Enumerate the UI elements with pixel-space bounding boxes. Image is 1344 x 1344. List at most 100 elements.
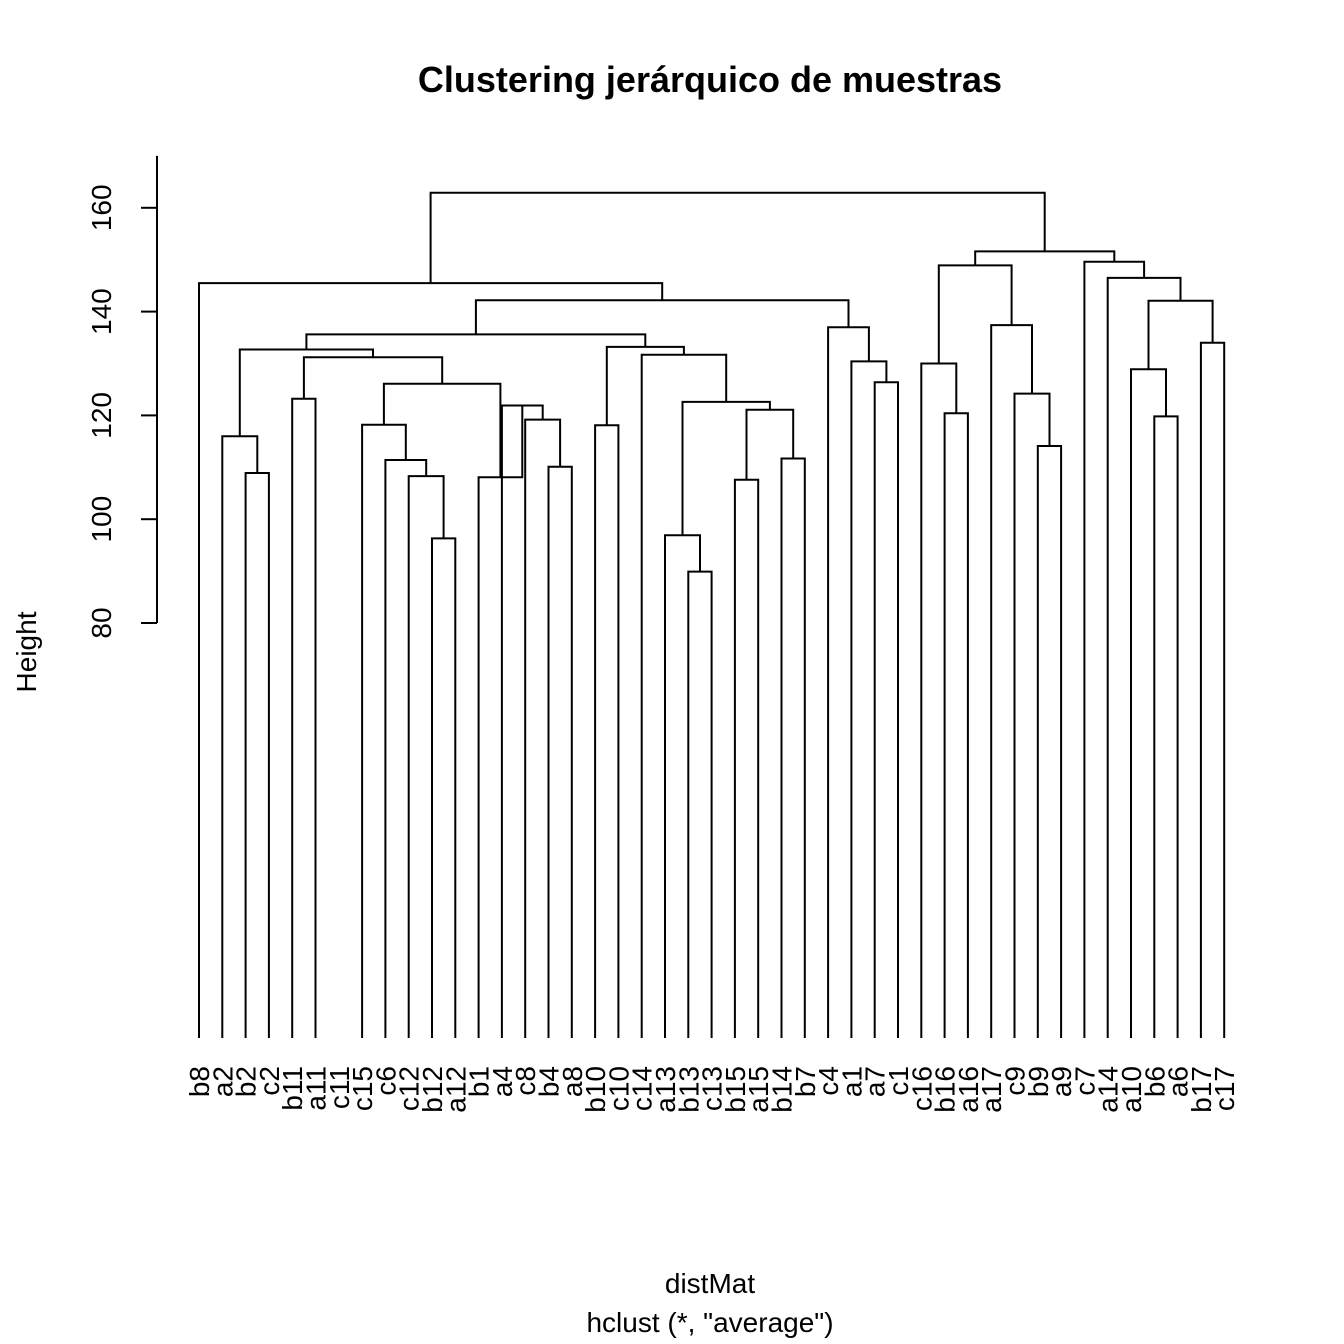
- leaf-label: a2: [207, 1066, 238, 1097]
- dendrogram-link: [1083, 260, 1146, 1038]
- leaf-label: c16: [906, 1066, 937, 1111]
- dendrogram-link: [1106, 276, 1182, 1038]
- leaf-label: a9: [1046, 1066, 1077, 1097]
- leaf-label: c10: [603, 1066, 634, 1111]
- leaf-label: b17: [1186, 1066, 1217, 1113]
- dendrogram-link: [305, 333, 647, 350]
- leaf-label: a14: [1093, 1066, 1124, 1113]
- leaf-label: a13: [650, 1066, 681, 1113]
- dendrogram-link: [1147, 299, 1214, 370]
- leaf-label: a11: [301, 1066, 332, 1111]
- leaf-label: a17: [976, 1066, 1007, 1113]
- leaf-label: b4: [534, 1066, 565, 1097]
- dendrogram-link: [780, 457, 806, 1038]
- dendrogram-link: [547, 465, 573, 1038]
- dendrogram-link: [244, 472, 270, 1038]
- leaf-label: a12: [440, 1066, 471, 1113]
- leaf-label: b15: [720, 1066, 751, 1113]
- leaf-label: c12: [394, 1066, 425, 1111]
- dendrogram-link: [477, 405, 524, 1038]
- y-axis-label: Height: [11, 611, 42, 692]
- dendrogram-link: [745, 408, 795, 480]
- dendrogram-link: [640, 353, 728, 1038]
- dendrogram-link: [873, 381, 899, 1038]
- dendrogram-link: [1013, 392, 1051, 1038]
- leaf-label: c14: [627, 1066, 658, 1111]
- dendrogram-link: [990, 324, 1033, 1038]
- dendrogram-link: [827, 326, 870, 1038]
- dendrogram-link: [943, 412, 969, 1038]
- leaf-label: c2: [254, 1066, 285, 1096]
- leaf-label: a16: [953, 1066, 984, 1113]
- leaf-label: a7: [860, 1066, 891, 1097]
- dendrogram-link: [384, 459, 428, 1038]
- dendrogram-link: [1153, 415, 1179, 1038]
- leaf-label: b10: [580, 1066, 611, 1113]
- leaf-label: c8: [510, 1066, 541, 1096]
- dendrogram-link: [681, 400, 771, 536]
- leaf-label: c6: [370, 1066, 401, 1096]
- dendrogram-link: [474, 299, 850, 335]
- x-axis-sublabel: hclust (*, "average"): [586, 1307, 833, 1338]
- leaf-label: b9: [1023, 1066, 1054, 1097]
- x-axis-label: distMat: [665, 1268, 755, 1299]
- leaf-label: c11: [324, 1066, 355, 1109]
- leaf-label: b11: [277, 1066, 308, 1111]
- leaf-label: b8: [184, 1066, 215, 1097]
- leaf-label: a1: [836, 1066, 867, 1097]
- leaf-label: c4: [813, 1066, 844, 1096]
- leaf-label: b2: [231, 1066, 262, 1097]
- dendrogram-link: [500, 404, 544, 1038]
- leaf-labels: b8a2b2c2b11a11c11c15c6c12b12a12b1a4c8b4a…: [184, 1066, 1240, 1113]
- dendrogram-link: [221, 435, 259, 1038]
- dendrogram-link: [850, 360, 888, 1038]
- leaf-label: b1: [464, 1066, 495, 1097]
- leaf-label: b12: [417, 1066, 448, 1113]
- leaf-label: b7: [790, 1066, 821, 1097]
- leaf-label: c9: [1000, 1066, 1031, 1096]
- dendrogram-link: [291, 397, 317, 1038]
- dendrogram-link: [605, 345, 685, 426]
- dendrogram-link: [1130, 368, 1167, 1038]
- y-axis: 80 100 120 140 160: [86, 155, 158, 639]
- y-tick-label: 160: [86, 184, 117, 231]
- dendrogram-link: [429, 191, 1046, 284]
- dendrogram-link: [431, 537, 457, 1038]
- leaf-label: a10: [1116, 1066, 1147, 1113]
- leaf-label: c7: [1069, 1066, 1100, 1096]
- dendrogram-link: [594, 424, 620, 1038]
- dendrogram-link: [361, 423, 407, 1038]
- dendrogram-link: [1036, 445, 1063, 1038]
- y-tick-label: 100: [86, 496, 117, 543]
- leaf-label: c1: [883, 1066, 914, 1096]
- dendrogram-link: [687, 570, 713, 1038]
- leaf-label: b14: [767, 1066, 798, 1113]
- leaf-label: c17: [1209, 1066, 1240, 1111]
- dendrogram-link: [974, 250, 1116, 266]
- y-tick-label: 140: [86, 288, 117, 335]
- y-tick-label: 120: [86, 392, 117, 439]
- leaf-label: c13: [697, 1066, 728, 1111]
- dendrogram-link: [524, 418, 562, 1038]
- dendrogram-link: [1199, 341, 1226, 1038]
- y-tick-label: 80: [86, 607, 117, 638]
- chart-title: Clustering jerárquico de muestras: [418, 59, 1002, 100]
- leaf-label: a6: [1163, 1066, 1194, 1097]
- dendrogram-link: [733, 478, 760, 1038]
- leaf-label: a15: [743, 1066, 774, 1113]
- dendrogram-link: [664, 534, 701, 1038]
- dendrogram-link: [407, 475, 445, 1038]
- leaf-label: b16: [930, 1066, 961, 1113]
- dendrogram-tree: [198, 191, 1226, 1038]
- dendrogram-link: [937, 264, 1013, 364]
- dendrogram-link: [382, 382, 502, 478]
- dendrogram-link: [920, 362, 958, 1038]
- leaf-label: b6: [1139, 1066, 1170, 1097]
- leaf-label: b13: [673, 1066, 704, 1113]
- leaf-label: a8: [557, 1066, 588, 1097]
- dendrogram-link: [302, 356, 444, 399]
- dendrogram-link: [238, 348, 374, 437]
- leaf-label: a4: [487, 1066, 518, 1097]
- leaf-label: c15: [347, 1066, 378, 1111]
